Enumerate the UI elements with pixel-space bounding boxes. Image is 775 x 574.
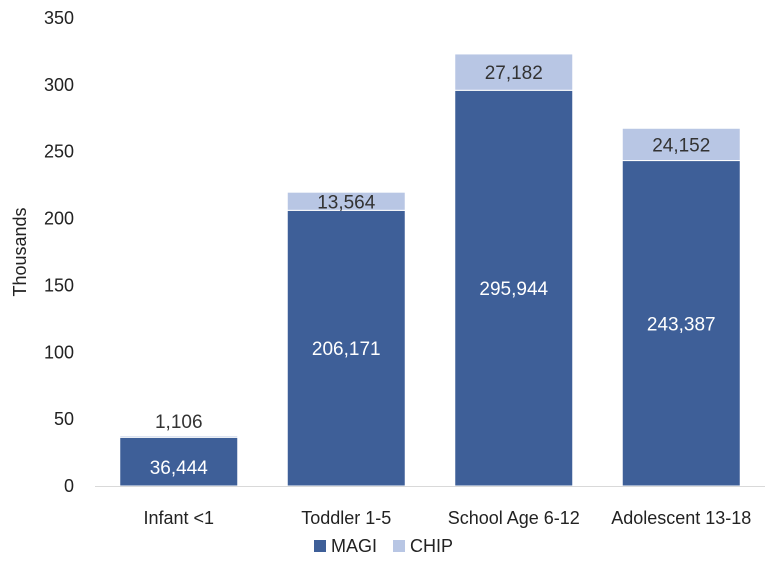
bar-chip-3	[621, 127, 741, 162]
x-category-label: Adolescent 13-18	[611, 508, 751, 528]
data-label-chip-0: 1,106	[155, 412, 203, 433]
y-tick-label: 0	[64, 476, 74, 496]
y-axis-title: Thousands	[10, 207, 30, 296]
data-label-magi-1: 206,171	[312, 339, 381, 360]
bar-magi-1	[286, 209, 406, 487]
y-tick-label: 350	[44, 8, 74, 28]
data-label-magi-2: 295,944	[479, 279, 548, 300]
bars-group: 36,444 1,106 206,171 13,564 295,944 27,182 243…	[119, 53, 741, 487]
x-category-label: Toddler 1-5	[301, 508, 391, 528]
x-category-label: School Age 6-12	[448, 508, 580, 528]
bar-chip-0	[119, 435, 239, 438]
data-label-magi-3: 243,387	[647, 314, 716, 335]
y-tick-label: 250	[44, 142, 74, 162]
y-tick-label: 100	[44, 342, 74, 362]
y-tick-label: 200	[44, 209, 74, 229]
legend: MAGI CHIP	[314, 536, 453, 556]
y-tick-label: 50	[54, 409, 74, 429]
x-category-label: Infant <1	[143, 508, 214, 528]
legend-swatch-chip	[393, 540, 405, 552]
y-tick-label: 300	[44, 75, 74, 95]
x-axis-category-labels: Infant <1 Toddler 1-5 School Age 6-12 Adole…	[143, 508, 751, 528]
bar-magi-0	[119, 436, 239, 487]
y-axis-ticks: 0 50 100 150 200 250 300 350	[44, 8, 74, 496]
y-tick-label: 150	[44, 275, 74, 295]
bar-magi-2	[454, 89, 574, 487]
data-label-chip-1: 13,564	[317, 192, 376, 213]
legend-label-magi: MAGI	[331, 536, 377, 556]
bar-chip-2	[454, 53, 574, 91]
data-label-chip-3: 24,152	[652, 135, 710, 156]
data-label-magi-0: 36,444	[150, 458, 209, 479]
bar-chip-1	[286, 191, 406, 211]
legend-label-chip: CHIP	[410, 536, 453, 556]
legend-swatch-magi	[314, 540, 326, 552]
data-label-chip-2: 27,182	[485, 63, 543, 84]
